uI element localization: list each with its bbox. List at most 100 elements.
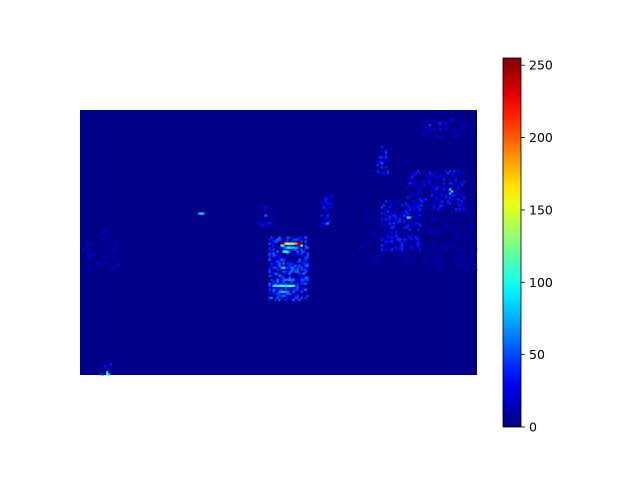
heatmap-cell	[398, 254, 402, 257]
heatmap-cell	[272, 260, 275, 263]
heatmap-cell	[422, 132, 426, 135]
heatmap-cell	[406, 196, 410, 199]
heatmap-cell	[306, 256, 309, 259]
heatmap-cell	[422, 262, 426, 265]
colorbar-frame	[502, 57, 522, 428]
heatmap-cell	[434, 178, 438, 181]
heatmap-cell	[414, 230, 418, 233]
heatmap-cell	[276, 294, 279, 298]
heatmap-cell	[444, 202, 448, 205]
heatmap-cell	[292, 252, 295, 255]
heatmap-cell	[296, 250, 299, 253]
heatmap-cell	[302, 250, 305, 253]
heatmap-hotspot-cell	[202, 212, 205, 215]
heatmap-cell	[384, 160, 388, 163]
heatmap-cell	[410, 220, 414, 223]
heatmap-cell	[284, 288, 287, 291]
heatmap-cell	[270, 246, 273, 249]
heatmap-hotspot-cell	[198, 212, 201, 215]
heatmap-cell	[404, 226, 408, 229]
heatmap-cell	[268, 258, 271, 261]
heatmap-cell	[282, 292, 285, 295]
heatmap-cell	[412, 238, 416, 241]
heatmap-cell	[386, 172, 390, 175]
heatmap-cell	[438, 186, 442, 189]
heatmap-cell	[276, 248, 279, 251]
heatmap-cell	[364, 242, 368, 245]
heatmap-cell	[276, 256, 279, 259]
heatmap-cell	[116, 240, 119, 243]
heatmap-cell	[444, 224, 448, 227]
heatmap-cell	[86, 230, 89, 233]
heatmap-hotspot-cell	[326, 222, 329, 225]
heatmap-cell	[416, 192, 420, 195]
heatmap-cell	[450, 172, 454, 175]
heatmap-hotspot-cell	[428, 124, 432, 127]
heatmap-cell	[424, 224, 428, 227]
heatmap-cell	[434, 262, 438, 265]
heatmap-cell	[418, 198, 422, 201]
heatmap-cell	[292, 272, 295, 275]
heatmap-cell	[300, 268, 303, 271]
heatmap-cell	[290, 292, 293, 295]
heatmap-cell	[370, 234, 374, 237]
heatmap-cell	[288, 276, 291, 279]
heatmap-cell	[416, 236, 420, 239]
heatmap-cell	[400, 248, 404, 251]
heatmap-cell	[280, 288, 283, 291]
heatmap-cell	[264, 208, 267, 211]
heatmap-cell	[386, 250, 390, 253]
heatmap-cell	[300, 278, 303, 281]
heatmap-cell	[374, 224, 378, 227]
heatmap-cell	[408, 244, 412, 247]
heatmap-cell	[388, 248, 392, 251]
heatmap-cell	[412, 206, 416, 209]
heatmap-cell	[412, 200, 416, 203]
heatmap-cell	[412, 246, 416, 249]
heatmap-cell	[290, 286, 293, 289]
heatmap-cell	[416, 202, 420, 205]
heatmap-cell	[434, 182, 438, 185]
heatmap-cell	[418, 246, 422, 249]
heatmap-cell	[112, 256, 115, 259]
heatmap-cell	[298, 244, 301, 247]
heatmap-cell	[452, 230, 456, 233]
heatmap-cell	[404, 210, 408, 213]
heatmap-cell	[268, 252, 271, 255]
heatmap-cell	[422, 200, 426, 203]
heatmap-cell	[382, 156, 386, 159]
heatmap-cell	[454, 256, 458, 259]
heatmap-hotspot-cell	[286, 284, 289, 287]
heatmap-cell	[422, 180, 426, 183]
heatmap-cell	[408, 234, 412, 237]
heatmap-hotspot-cell	[274, 284, 277, 287]
heatmap-cell	[392, 254, 396, 257]
heatmap-cell	[402, 206, 406, 209]
heatmap-cell	[456, 186, 460, 189]
heatmap-cell	[406, 210, 410, 213]
heatmap-cell	[102, 230, 105, 233]
heatmap-cell	[440, 136, 444, 139]
heatmap-cell	[298, 260, 301, 263]
heatmap-cell	[274, 288, 277, 291]
heatmap-cell	[466, 246, 470, 249]
heatmap-cell	[268, 298, 271, 302]
heatmap-image	[80, 110, 478, 376]
heatmap-cell	[420, 200, 424, 203]
heatmap-cell	[276, 264, 279, 267]
heatmap-hotspot-cell	[286, 242, 289, 245]
heatmap-cell	[422, 134, 426, 137]
heatmap-cell	[470, 240, 474, 243]
heatmap-cell	[292, 248, 295, 251]
heatmap-cell	[296, 264, 299, 267]
heatmap-cell	[278, 292, 281, 295]
heatmap-cell	[108, 250, 111, 253]
heatmap-cell	[382, 160, 386, 163]
heatmap-cell	[406, 204, 410, 207]
heatmap-cell	[440, 194, 444, 197]
heatmap-cell	[426, 204, 430, 207]
heatmap-cell	[302, 272, 305, 275]
heatmap-cell	[302, 276, 305, 279]
heatmap-cell	[422, 182, 426, 185]
heatmap-cell	[444, 122, 448, 125]
